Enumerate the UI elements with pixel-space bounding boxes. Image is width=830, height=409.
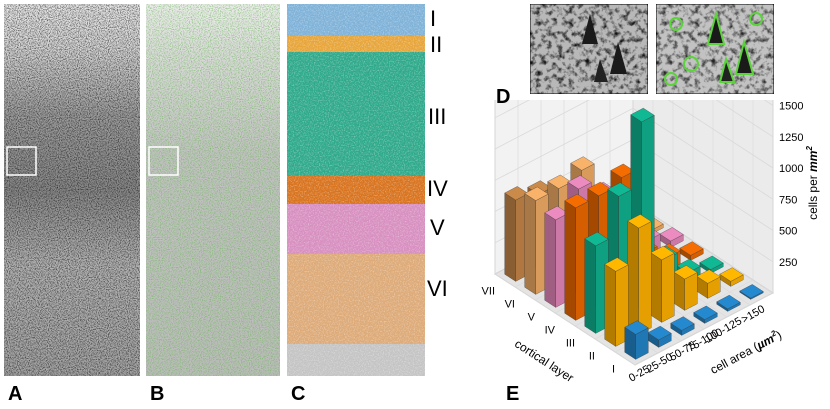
layer-tick-label: I [612,364,615,376]
bar-layer-iii-bin-2-top [630,107,655,123]
z-tick-label: 250 [779,257,797,269]
bar-layer-ii-bin-1-side [627,220,639,335]
layer-label-i: I [430,6,437,31]
bar-layer-iv-bin-5-top [679,241,704,256]
bar-layer-vi-bin-1-top [547,174,572,189]
bar-layer-iii-bin-0-top [584,231,609,247]
zoom-box [148,146,179,176]
bar-layer-ii-bin-2-front [661,253,675,323]
bar-layer-vi-bin-2-top [570,156,595,171]
layer-tick-label: II [589,351,595,363]
bar-layer-iv-bin-1-top [587,181,612,197]
panel-a-micrograph [4,4,140,376]
panel-b-micrograph-detected [146,4,280,376]
bar-layer-i-bin-2-top [670,316,695,331]
z-tick-label: 1000 [779,163,803,175]
bar-layer-ii-bin-4-top [696,269,721,284]
bar-layer-iv-bin-0-side [564,200,576,321]
panel-label-a: A [8,383,23,405]
bar-layer-v-bin-1-top [567,175,592,190]
bar-layer-i-bin-4-top [716,294,741,310]
bar-layer-ii-bin-0-side [604,263,616,347]
bar-layer-i-bin-1-top [647,325,672,341]
neuron-cell [610,42,627,74]
layer-label-ii: II [430,32,443,57]
layer-tick-label: VI [505,299,515,311]
bar-layer-iii-bin-0-side [584,238,596,334]
z-tick-label: 500 [779,226,797,238]
layer-tick-label: III [566,338,575,350]
neuron-cell [582,14,598,44]
bar-layer-ii-bin-2-side [650,252,662,323]
bar-layer-v-bin-0-side [544,212,556,308]
bar-layer-iv-bin-2-top [610,163,635,178]
bar-layer-ii-bin-3-top [673,265,698,280]
panel-label-c: C [291,383,306,405]
bar-layer-ii-bin-2-top [650,245,675,261]
layer-label-iii: III [428,104,447,129]
z-axis-label: cells per mm2 [805,146,820,220]
layer-tick-label: VII [482,286,495,298]
bar-layer-vi-bin-0-top [524,186,549,201]
bar-layer-i-bin-0-top [624,320,649,335]
z-tick-label: 750 [779,194,797,206]
zoom-box [6,146,37,176]
bar-layer-iv-bin-0-top [564,193,589,209]
bar-layer-ii-bin-1-top [627,214,652,229]
z-tick-label: 1250 [779,132,803,144]
neuron-cell-outlined [718,55,736,83]
bar-layer-v-bin-5-top [659,227,684,242]
layer-label-iv: IV [427,176,448,201]
bar-layer-vii-bin-0-top [504,186,529,201]
layer-label-v: V [430,215,445,240]
bar-layer-vi-bin-0-side [524,193,536,295]
bar-layer-ii-bin-1-front [638,221,652,335]
gridline [494,100,774,138]
panel-label-b: B [150,383,165,405]
panel-d-inset-detected [656,4,774,94]
panel-c-layer-segmentation [287,4,425,376]
panel-label-d: D [496,86,511,108]
bar-layer-iii-bin-5-top [699,255,724,270]
bar-layer-v-bin-0-top [544,205,569,221]
bar-layer-iii-bin-1-top [607,182,632,197]
neuron-cell [594,59,608,82]
bar-layer-i-bin-5-top [739,284,764,299]
layer-label-vi: VI [427,276,448,301]
z-tick-label: 1500 [779,101,803,113]
neuron-cell-outlined [706,10,726,45]
bar-layer-ii-bin-0-top [604,257,629,272]
bar-layer-i-bin-3-top [693,305,718,320]
layer-tick-label: V [528,312,536,324]
neuron-cell-outlined [734,38,755,75]
bar-layer-vii-bin-0-side [504,192,516,282]
panel-d-inset-raw [530,4,648,94]
layer-tick-label: IV [545,325,556,337]
bar-layer-ii-bin-5-top [719,267,744,282]
panel-label-e: E [506,383,520,405]
gridline [494,100,636,366]
